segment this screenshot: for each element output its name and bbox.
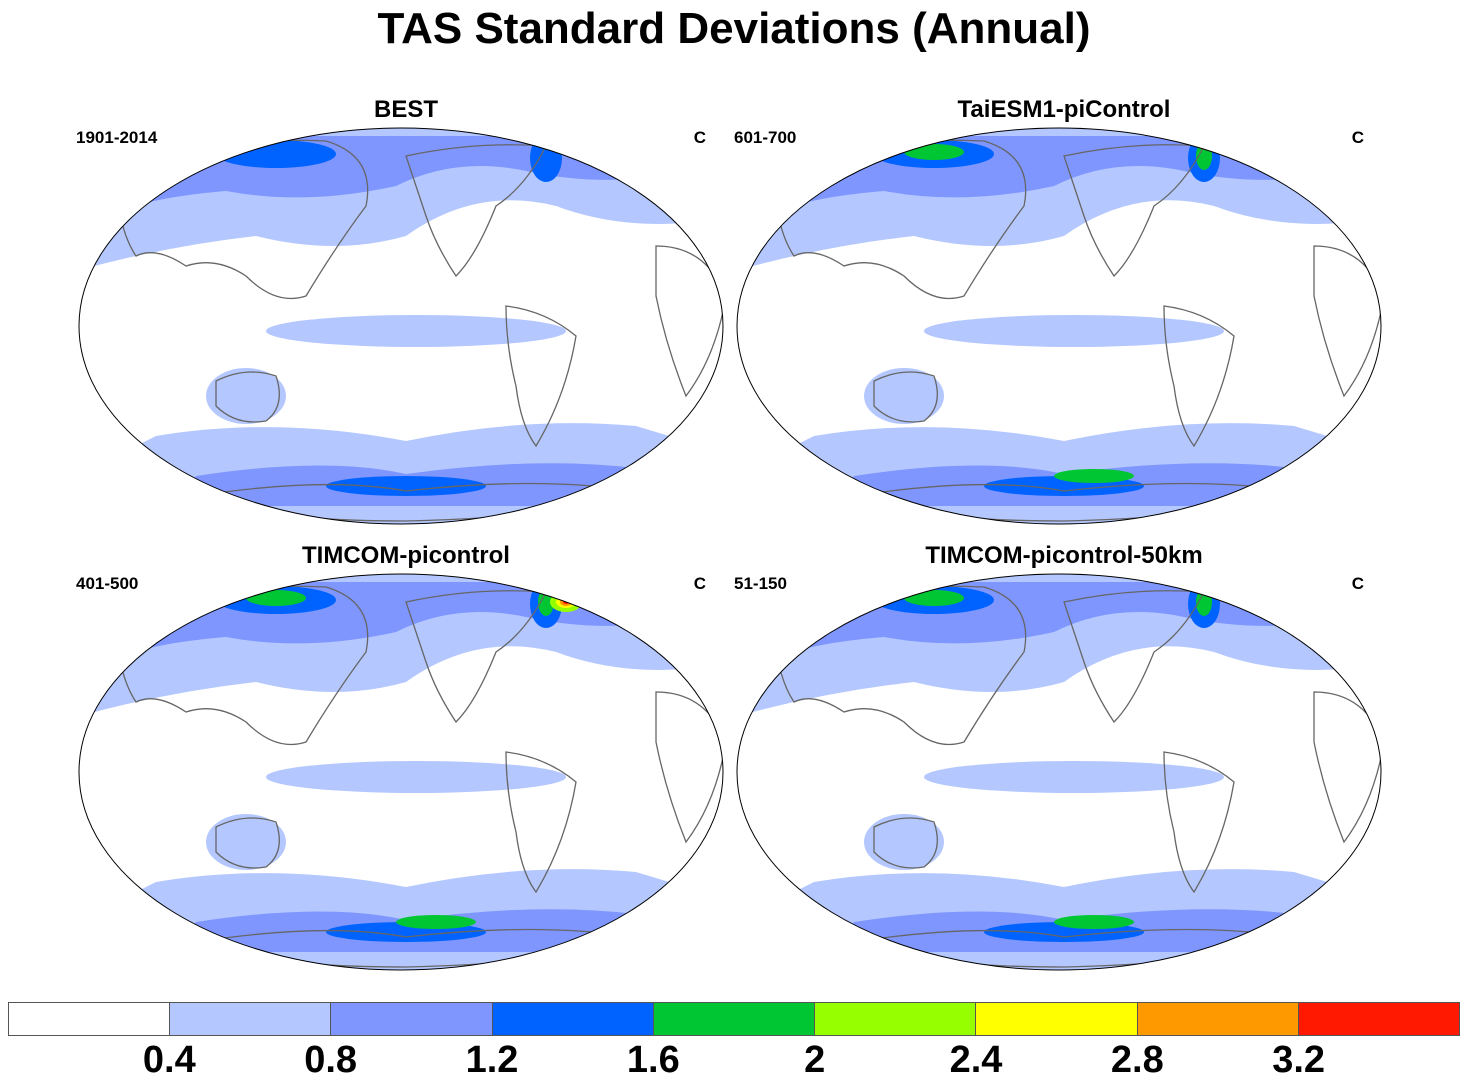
variability-core-weddell (326, 476, 486, 496)
panel-units-label: C (693, 128, 706, 147)
colorbar-tick-label: 3.2 (1272, 1039, 1326, 1081)
figure-title: TAS Standard Deviations (Annual) (377, 4, 1091, 53)
colorbar-labels: 0.4 0.8 1.2 1.6 2 2.4 2.8 3.2 (8, 1038, 1460, 1082)
colorbar-swatch (170, 1003, 332, 1035)
colorbar-tick-label: 2.8 (1110, 1039, 1164, 1081)
coast-south-america (505, 751, 577, 894)
variability-core-siberia-2 (246, 590, 306, 606)
map-boundary (736, 127, 1382, 525)
map-canvas (736, 573, 1382, 971)
coast-australia (873, 371, 938, 423)
variability-core-5 (870, 588, 898, 600)
variability-core-5 (870, 142, 898, 154)
coast-north-america (1063, 144, 1206, 278)
panel-period-label: 1901-2014 (76, 128, 158, 147)
panel-period-label: 401-500 (76, 574, 139, 593)
variability-zone-tropical (924, 315, 1224, 347)
variability-core-siberia (216, 140, 336, 168)
variability-core-siberia-2 (904, 144, 964, 160)
variability-core-greenland (530, 134, 562, 182)
variability-core-6 (219, 591, 233, 597)
coast-africa (1313, 245, 1381, 398)
map-panel-best: BEST 1901-2014 C (76, 96, 736, 536)
colorbar-swatch (653, 1003, 816, 1035)
colorbar-tick-label: 1.2 (465, 1039, 519, 1081)
variability-zone-tropical (266, 315, 566, 347)
colorbar-swatch (1298, 1003, 1459, 1035)
panel-units-label: C (1351, 574, 1364, 593)
panel-units-label: C (1351, 128, 1364, 147)
colorbar-tick-label: 0.8 (304, 1039, 358, 1081)
coast-south-america (1163, 751, 1235, 894)
panel-period-label: 601-700 (734, 128, 797, 147)
panel-title: BEST (373, 96, 438, 123)
coast-asia (773, 139, 1027, 300)
colorbar-swatch (9, 1003, 171, 1035)
coast-asia (115, 139, 369, 300)
panel-title: TaiESM1-piControl (957, 96, 1171, 123)
variability-zone-australia (864, 368, 944, 424)
panel-units-label: C (693, 574, 706, 593)
colorbar-swatch (331, 1003, 493, 1035)
panel-title: TIMCOM-picontrol-50km (925, 542, 1203, 569)
map-boundary (736, 573, 1382, 971)
variability-core-6 (877, 145, 891, 151)
coast-africa (655, 691, 723, 844)
variability-zone-australia (206, 814, 286, 870)
map-canvas (78, 127, 724, 525)
variability-core-6 (877, 591, 891, 597)
variability-zone-tropical (924, 761, 1224, 793)
colorbar-swatch (976, 1003, 1138, 1035)
coast-north-america (1063, 590, 1206, 724)
colorbar-tick-label: 2 (804, 1039, 826, 1081)
map-panel-timcom-50km: TIMCOM-picontrol-50km 51-150 C (734, 542, 1394, 982)
panel-title: TIMCOM-picontrol (302, 542, 510, 569)
map-canvas (736, 127, 1382, 525)
coast-africa (655, 245, 723, 398)
variability-core-weddell-2 (1054, 469, 1134, 483)
coast-africa (1313, 691, 1381, 844)
variability-zone-tropical (266, 761, 566, 793)
coast-australia (873, 817, 938, 869)
variability-core-siberia-2 (904, 590, 964, 606)
coast-north-america (405, 144, 548, 278)
coast-south-america (1163, 305, 1235, 448)
colorbar (8, 1002, 1460, 1036)
coast-asia (115, 585, 369, 746)
map-panel-timcom: TIMCOM-picontrol 401-500 C (76, 542, 736, 982)
colorbar-tick-label: 1.6 (626, 1039, 680, 1081)
colorbar-swatch (815, 1003, 977, 1035)
variability-core-weddell-2 (396, 915, 476, 929)
map-panel-taiesm1: TaiESM1-piControl 601-700 C (734, 96, 1394, 536)
colorbar-tick-label: 2.4 (949, 1039, 1003, 1081)
coast-australia (215, 817, 280, 869)
panel-period-label: 51-150 (734, 574, 787, 593)
variability-core-5 (212, 588, 240, 600)
colorbar-swatch (492, 1003, 654, 1035)
coast-australia (215, 371, 280, 423)
variability-core-weddell-2 (1054, 915, 1134, 929)
map-boundary (78, 573, 724, 971)
coast-asia (773, 585, 1027, 746)
map-boundary (78, 127, 724, 525)
map-canvas (78, 573, 724, 971)
coast-north-america (405, 590, 548, 724)
coast-south-america (505, 305, 577, 448)
colorbar-tick-label: 0.4 (142, 1039, 196, 1081)
colorbar-swatch (1137, 1003, 1299, 1035)
variability-zone-australia (206, 368, 286, 424)
variability-zone-australia (864, 814, 944, 870)
